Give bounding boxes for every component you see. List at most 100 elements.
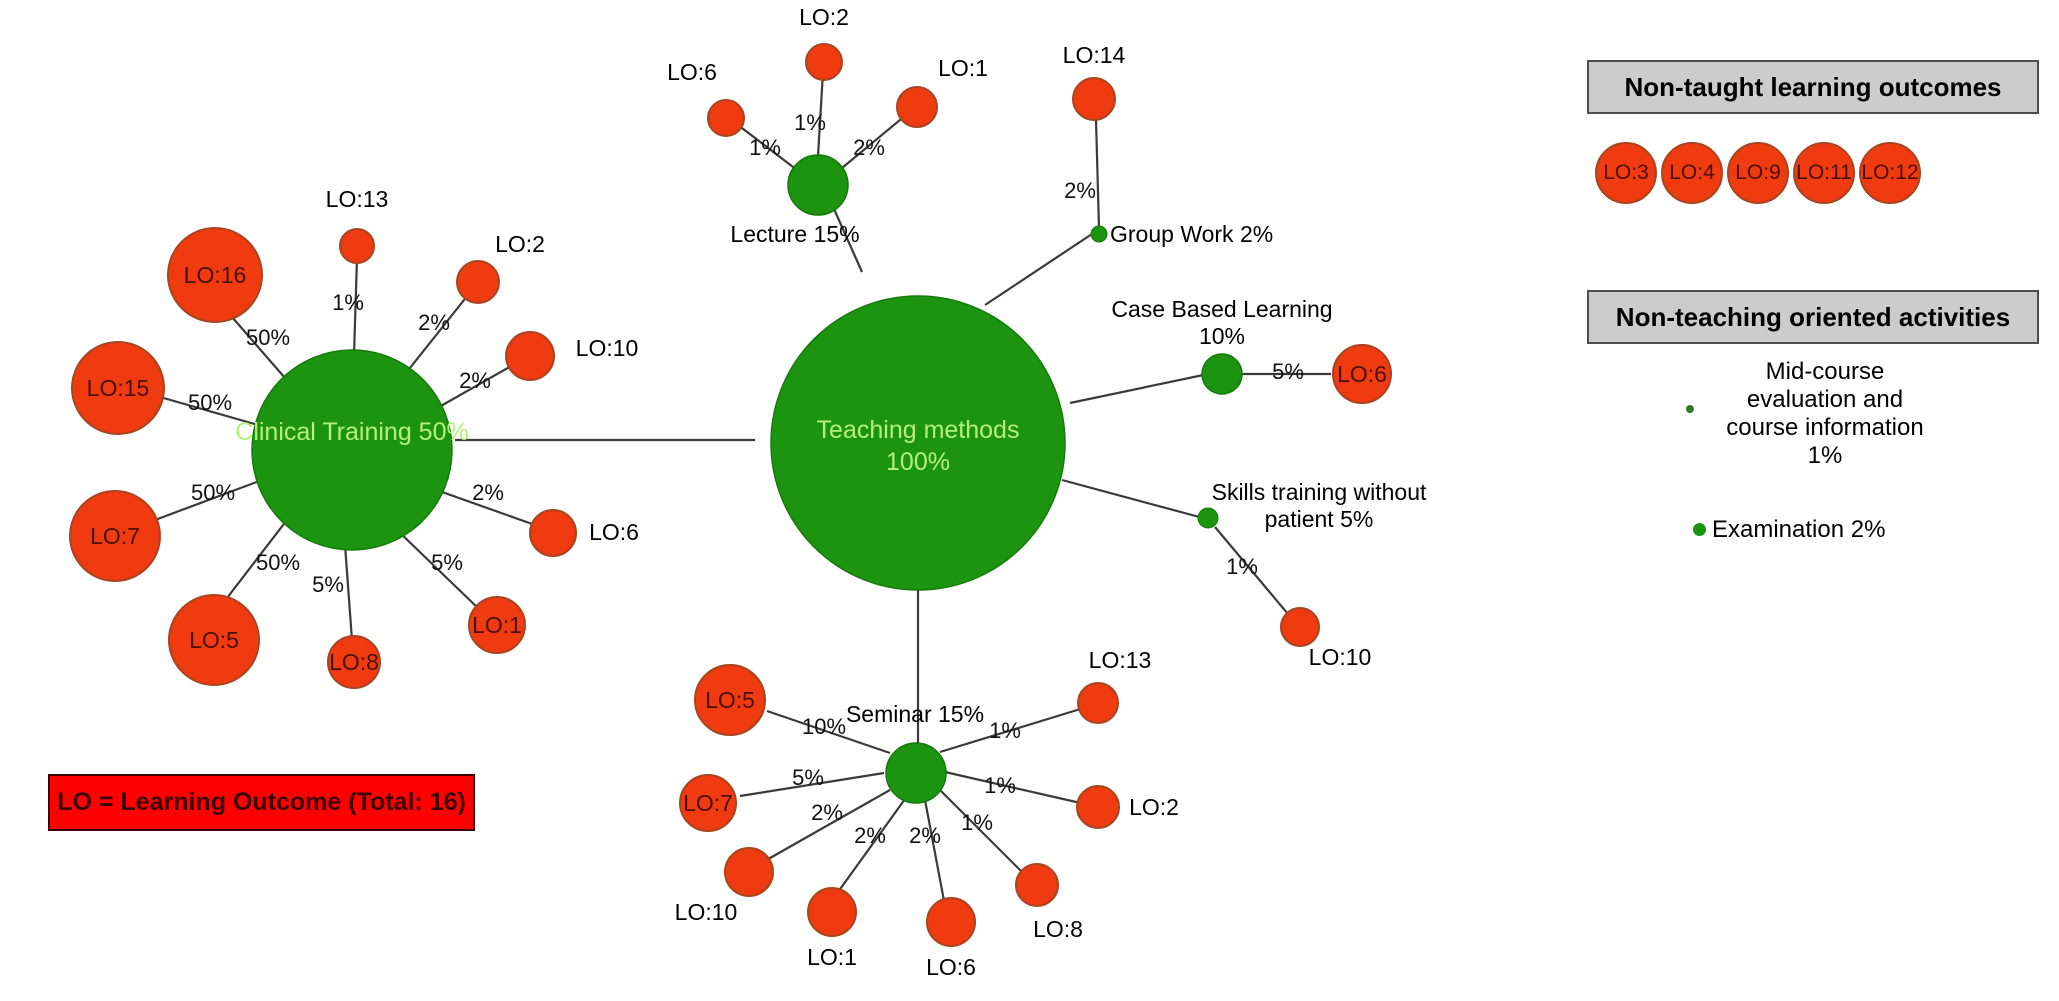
edge-clinical-lo7 <box>154 478 263 522</box>
node-sem-lo13-label: LO:13 <box>1089 647 1152 673</box>
node-lec-lo6-label: LO:6 <box>667 59 717 85</box>
node-ct-lo8-label: LO:8 <box>329 649 379 675</box>
node-ct-lo16[interactable] <box>167 227 263 323</box>
node-sem-lo8[interactable] <box>1015 863 1059 907</box>
pct-ct-lo15: 50% <box>188 390 232 415</box>
edge-clinical-lo8 <box>343 544 354 641</box>
node-sem-lo10-label: LO:10 <box>675 899 738 925</box>
edge-seminar-lo10 <box>762 789 891 863</box>
non-taught-panel-header: Non-taught learning outcomes <box>1587 60 2039 114</box>
edge-clinical-lo5 <box>226 515 291 599</box>
node-ct-lo10[interactable] <box>505 331 555 381</box>
edge-seminar-lo13 <box>939 705 1088 754</box>
edge-clinical-lo15 <box>159 395 259 427</box>
lecture-cluster: Lecture 15% LO:6 1% LO:2 1% LO:1 2% <box>667 4 988 247</box>
edge-seminar-lo2 <box>944 770 1086 806</box>
node-ct-lo16-label: LO:16 <box>184 262 247 288</box>
node-sem-lo7-label: LO:7 <box>683 790 733 816</box>
edge-seminar-lo7 <box>739 771 885 798</box>
node-sk-lo10-label: LO:10 <box>1309 644 1372 670</box>
edge-root-groupwork <box>984 231 1096 306</box>
node-seminar[interactable] <box>885 742 947 804</box>
learning-outcome-legend: LO = Learning Outcome (Total: 16) <box>48 774 475 831</box>
pct-sem-lo13: 1% <box>989 718 1021 743</box>
node-group-work[interactable] <box>1090 225 1108 243</box>
edge-seminar-lo5 <box>766 709 891 755</box>
non-taught-outcomes-list: LO:3 LO:4 LO:9 LO:11 LO:12 <box>1595 140 2035 206</box>
root-edges <box>455 199 1209 752</box>
non-taught-lo-4[interactable]: LO:4 <box>1661 142 1723 204</box>
node-sk-lo10[interactable] <box>1280 607 1320 647</box>
node-group-work-label: Group Work 2% <box>1110 221 1273 247</box>
node-teaching-methods-line1: Teaching methods <box>817 416 1020 444</box>
node-sem-lo13[interactable] <box>1077 682 1119 724</box>
pct-ct-lo5: 50% <box>256 550 300 575</box>
node-ct-lo6[interactable] <box>529 509 577 557</box>
pct-ct-lo13: 1% <box>332 290 364 315</box>
node-ct-lo7-label: LO:7 <box>90 523 140 549</box>
pct-ct-lo1: 5% <box>431 550 463 575</box>
pct-sem-lo2: 1% <box>984 773 1016 798</box>
node-ct-lo2-label: LO:2 <box>495 231 545 257</box>
node-lecture[interactable] <box>787 154 849 216</box>
node-gw-lo14[interactable] <box>1072 77 1116 121</box>
node-sem-lo6[interactable] <box>926 897 976 947</box>
examination-label: Examination 2% <box>1712 516 1886 543</box>
non-taught-lo-3[interactable]: LO:3 <box>1595 142 1657 204</box>
node-sem-lo10[interactable] <box>724 847 774 897</box>
node-lec-lo2[interactable] <box>805 43 843 81</box>
node-ct-lo7[interactable] <box>69 490 161 582</box>
pct-sem-lo6: 2% <box>909 823 941 848</box>
pct-sem-lo1: 2% <box>854 823 886 848</box>
non-teaching-panel-header: Non-teaching oriented activities <box>1587 290 2039 344</box>
node-lec-lo2-label: LO:2 <box>799 4 849 30</box>
node-ct-lo6-label: LO:6 <box>589 519 639 545</box>
node-ct-lo1[interactable] <box>468 596 526 654</box>
edge-root-lecture <box>828 199 864 273</box>
node-teaching-methods[interactable] <box>770 295 1066 591</box>
node-clinical-training[interactable] <box>251 349 453 551</box>
node-lec-lo6[interactable] <box>707 99 745 137</box>
non-taught-lo-12[interactable]: LO:12 <box>1859 142 1921 204</box>
edge-root-skills <box>1061 478 1204 520</box>
edge-seminar-lo1 <box>837 798 906 893</box>
node-sem-lo8-label: LO:8 <box>1033 916 1083 942</box>
edge-groupwork-lo14 <box>1094 119 1101 229</box>
node-sem-lo6-label: LO:6 <box>926 954 976 980</box>
edge-seminar-lo8 <box>939 789 1028 878</box>
seminar-cluster: Seminar 15% LO:5 10% LO:7 5% LO:10 2% LO… <box>675 647 1179 980</box>
skills-training-cluster: Skills training without patient 5% LO:10… <box>1197 479 1427 670</box>
node-case-based-learning[interactable] <box>1201 353 1243 395</box>
pct-ct-lo2: 2% <box>418 310 450 335</box>
pct-cbl-lo6: 5% <box>1272 359 1304 384</box>
examination-dot <box>1693 523 1706 536</box>
node-ct-lo10-label: LO:10 <box>576 335 639 361</box>
node-sem-lo2-label: LO:2 <box>1129 794 1179 820</box>
node-sem-lo7[interactable] <box>679 774 737 832</box>
clinical-training-cluster: Clinical Training 50% LO:16 50% LO:15 50… <box>69 186 639 689</box>
node-ct-lo5-label: LO:5 <box>189 627 239 653</box>
node-sem-lo1[interactable] <box>807 887 857 937</box>
node-ct-lo2[interactable] <box>456 260 500 304</box>
node-sem-lo1-label: LO:1 <box>807 944 857 970</box>
pct-gw-lo14: 2% <box>1064 178 1096 203</box>
node-ct-lo15[interactable] <box>71 341 165 435</box>
node-sem-lo5[interactable] <box>694 664 766 736</box>
node-ct-lo13[interactable] <box>339 228 375 264</box>
edge-seminar-lo6 <box>923 799 947 907</box>
node-sem-lo2[interactable] <box>1076 785 1120 829</box>
node-cbl-lo6-label: LO:6 <box>1337 361 1387 387</box>
edge-lecture-lo2 <box>816 71 825 157</box>
node-teaching-methods-line2: 100% <box>886 448 950 476</box>
node-skills-training[interactable] <box>1197 507 1219 529</box>
non-taught-lo-9[interactable]: LO:9 <box>1727 142 1789 204</box>
non-taught-lo-11[interactable]: LO:11 <box>1793 142 1855 204</box>
node-ct-lo8[interactable] <box>327 635 381 689</box>
node-cbl-label-line2: 10% <box>1199 323 1245 349</box>
node-lec-lo1[interactable] <box>896 86 938 128</box>
node-cbl-lo6[interactable] <box>1332 344 1392 404</box>
edge-clinical-lo6 <box>427 485 536 527</box>
edge-lecture-lo1 <box>841 114 907 169</box>
node-ct-lo5[interactable] <box>168 594 260 686</box>
